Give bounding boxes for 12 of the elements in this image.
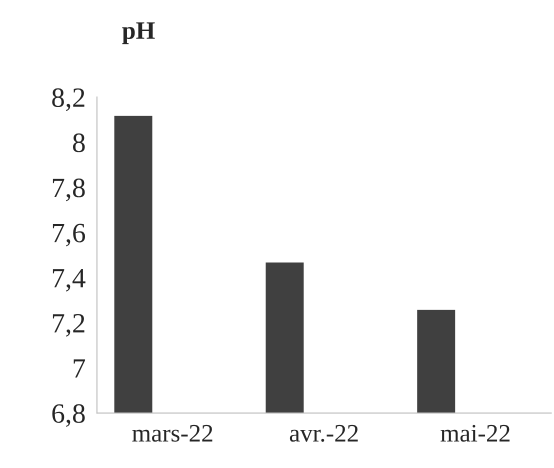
chart-title: pH xyxy=(122,22,155,44)
x-tick-label: mars-22 xyxy=(132,424,212,442)
y-tick-label: 7,2 xyxy=(52,314,84,337)
y-tick-label: 7,4 xyxy=(52,268,86,292)
y-tick-label: 8,2 xyxy=(52,88,84,112)
x-tick-label: mai-22 xyxy=(440,424,510,442)
x-tick-label: avr.-22 xyxy=(290,424,358,442)
y-tick-label: 8 xyxy=(73,133,85,152)
y-tick-label: 7,6 xyxy=(52,224,86,246)
y-tick-label: 7 xyxy=(74,359,86,378)
y-tick-label: 7,8 xyxy=(52,178,85,202)
y-tick-label: 6,8 xyxy=(52,404,85,427)
